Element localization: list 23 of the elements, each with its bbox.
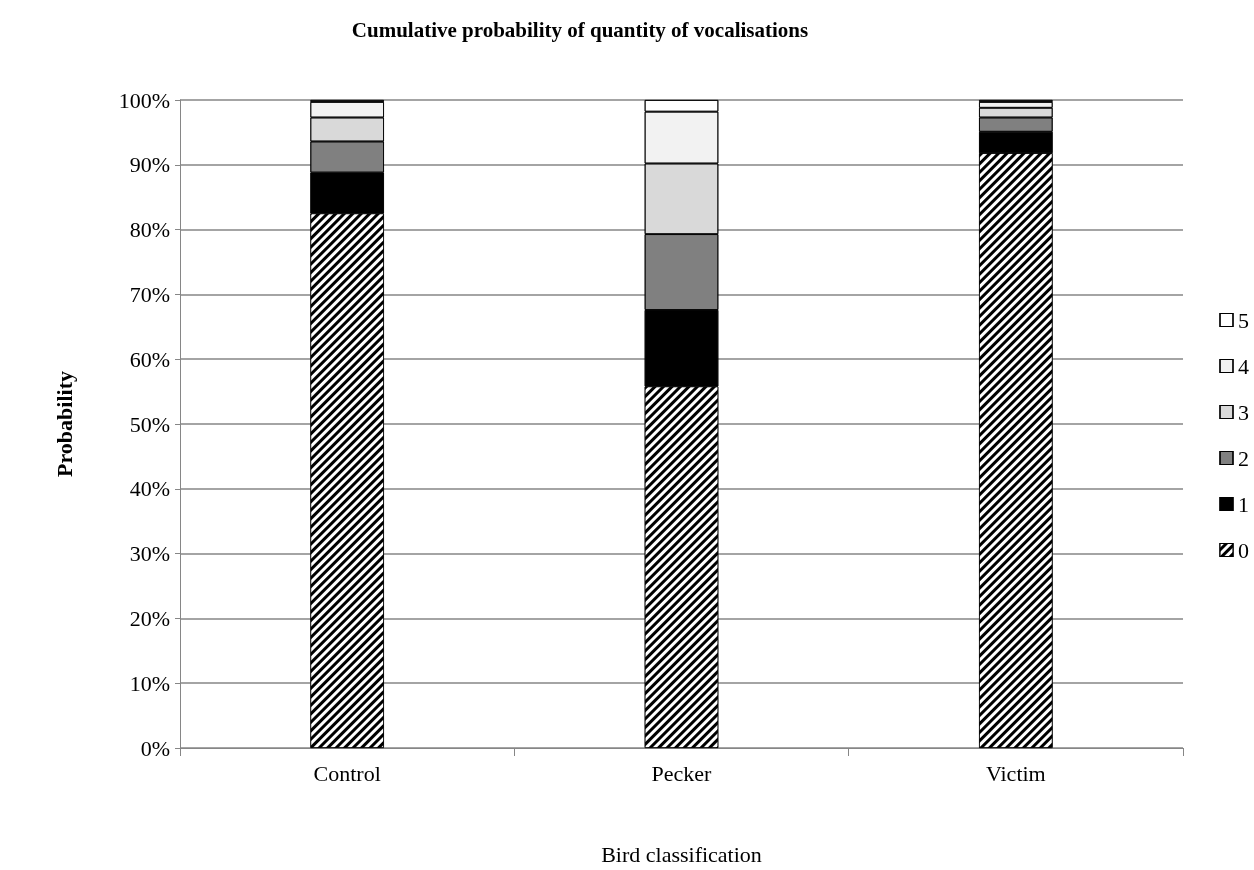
legend-label: 4 <box>1238 353 1249 379</box>
y-axis-title: Probability <box>51 371 77 477</box>
legend-label: 1 <box>1238 491 1249 517</box>
y-tick-label: 20% <box>129 605 170 631</box>
x-axis-title: Bird classification <box>601 841 762 867</box>
y-tick-label: 60% <box>129 346 170 372</box>
y-tick-label: 100% <box>118 87 170 113</box>
y-tick-label: 50% <box>129 411 170 437</box>
y-tick-label: 10% <box>129 670 170 696</box>
x-tick-label: Victim <box>985 760 1046 786</box>
y-tick-label: 30% <box>129 541 170 567</box>
legend-label: 5 <box>1238 307 1249 333</box>
y-tick-label: 40% <box>129 476 170 502</box>
x-tick-label: Pecker <box>651 760 713 786</box>
y-tick-label: 90% <box>129 152 170 178</box>
y-tick-label: 70% <box>129 281 170 307</box>
chart-title: Cumulative probability of quantity of vocalisations <box>351 17 809 42</box>
legend-label: 2 <box>1238 445 1249 471</box>
legend-label: 0 <box>1238 537 1249 563</box>
y-tick-label: 80% <box>129 217 170 243</box>
legend-label: 3 <box>1238 399 1249 425</box>
x-tick-label: Control <box>313 760 381 786</box>
y-tick-label: 0% <box>140 735 170 761</box>
